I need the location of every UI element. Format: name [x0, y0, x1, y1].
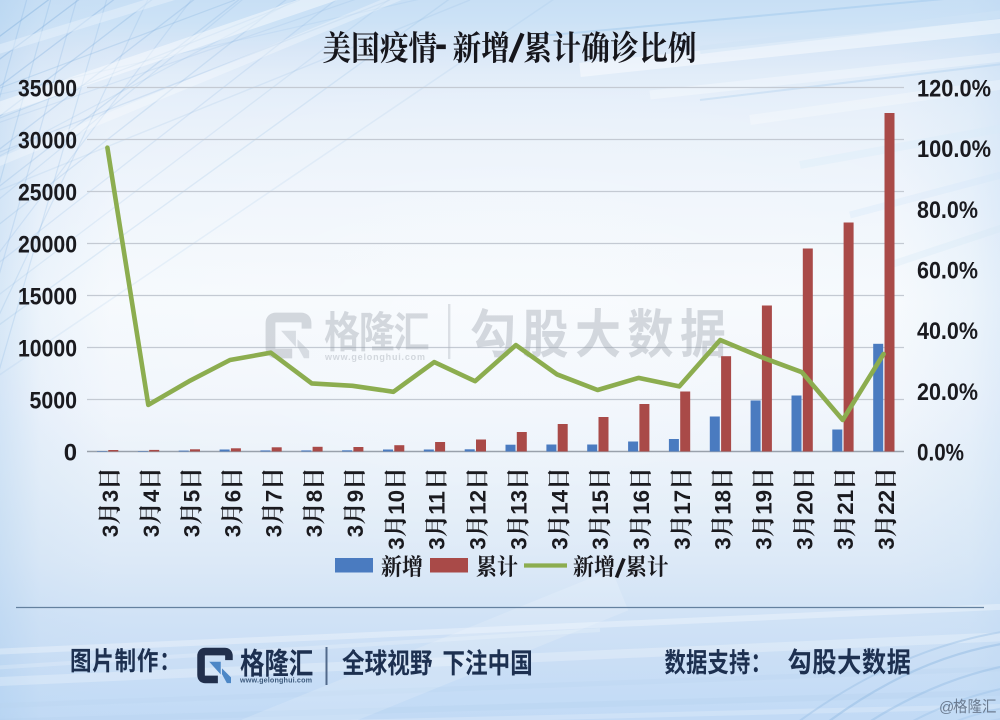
svg-text:3: 3: [670, 537, 695, 549]
svg-text:18: 18: [711, 490, 736, 515]
svg-text:www.gelonghui.com: www.gelonghui.com: [239, 676, 312, 685]
svg-text:20.0%: 20.0%: [917, 379, 978, 406]
svg-text:20000: 20000: [18, 232, 77, 259]
svg-text:5: 5: [180, 490, 205, 502]
svg-text:3: 3: [792, 537, 817, 549]
svg-text:30000: 30000: [18, 128, 77, 155]
svg-text:3: 3: [343, 525, 368, 537]
svg-text:3: 3: [588, 537, 613, 549]
svg-text:3: 3: [547, 537, 572, 549]
svg-text:3: 3: [711, 537, 736, 549]
svg-text:100.0%: 100.0%: [917, 136, 991, 163]
svg-text:9: 9: [343, 490, 368, 502]
svg-text:80.0%: 80.0%: [917, 197, 978, 224]
svg-text:3: 3: [384, 537, 409, 549]
svg-text:3: 3: [752, 537, 777, 549]
svg-text:15: 15: [588, 490, 613, 515]
svg-text:0: 0: [64, 440, 77, 467]
svg-text:4: 4: [139, 489, 164, 502]
svg-text:12: 12: [466, 490, 491, 515]
svg-text:10000: 10000: [18, 336, 77, 363]
svg-text:13: 13: [506, 490, 531, 515]
svg-text:3: 3: [833, 537, 858, 549]
svg-text:10: 10: [384, 490, 409, 515]
svg-text:19: 19: [752, 490, 777, 515]
svg-text:3: 3: [466, 537, 491, 549]
svg-text:3: 3: [302, 525, 327, 537]
svg-text:@: @: [939, 699, 954, 716]
svg-text:3: 3: [98, 525, 123, 537]
svg-text:40.0%: 40.0%: [917, 318, 978, 345]
svg-text:8: 8: [302, 490, 327, 502]
svg-text:3: 3: [425, 537, 450, 549]
svg-text:60.0%: 60.0%: [917, 258, 978, 285]
svg-text:14: 14: [547, 489, 572, 514]
svg-text:5000: 5000: [30, 388, 78, 415]
svg-text:15000: 15000: [18, 284, 77, 311]
svg-text:3: 3: [261, 525, 286, 537]
svg-text:25000: 25000: [18, 180, 77, 207]
svg-text:6: 6: [221, 490, 246, 502]
svg-text:3: 3: [221, 525, 246, 537]
svg-text:21: 21: [833, 490, 858, 515]
svg-text:20: 20: [792, 490, 817, 515]
svg-text:www.gelonghui.com: www.gelonghui.com: [324, 352, 426, 362]
svg-text:35000: 35000: [18, 76, 77, 103]
svg-text:3: 3: [180, 525, 205, 537]
svg-text:3: 3: [139, 525, 164, 537]
svg-text:17: 17: [670, 490, 695, 515]
svg-text:3: 3: [98, 490, 123, 502]
svg-text:3: 3: [506, 537, 531, 549]
svg-text:22: 22: [874, 490, 899, 515]
svg-text:11: 11: [425, 491, 450, 515]
svg-text:120.0%: 120.0%: [917, 76, 991, 103]
svg-text:16: 16: [629, 490, 654, 515]
svg-text:3: 3: [874, 537, 899, 549]
svg-text:3: 3: [629, 537, 654, 549]
svg-text:0.0%: 0.0%: [917, 440, 964, 467]
svg-text:7: 7: [261, 490, 286, 502]
